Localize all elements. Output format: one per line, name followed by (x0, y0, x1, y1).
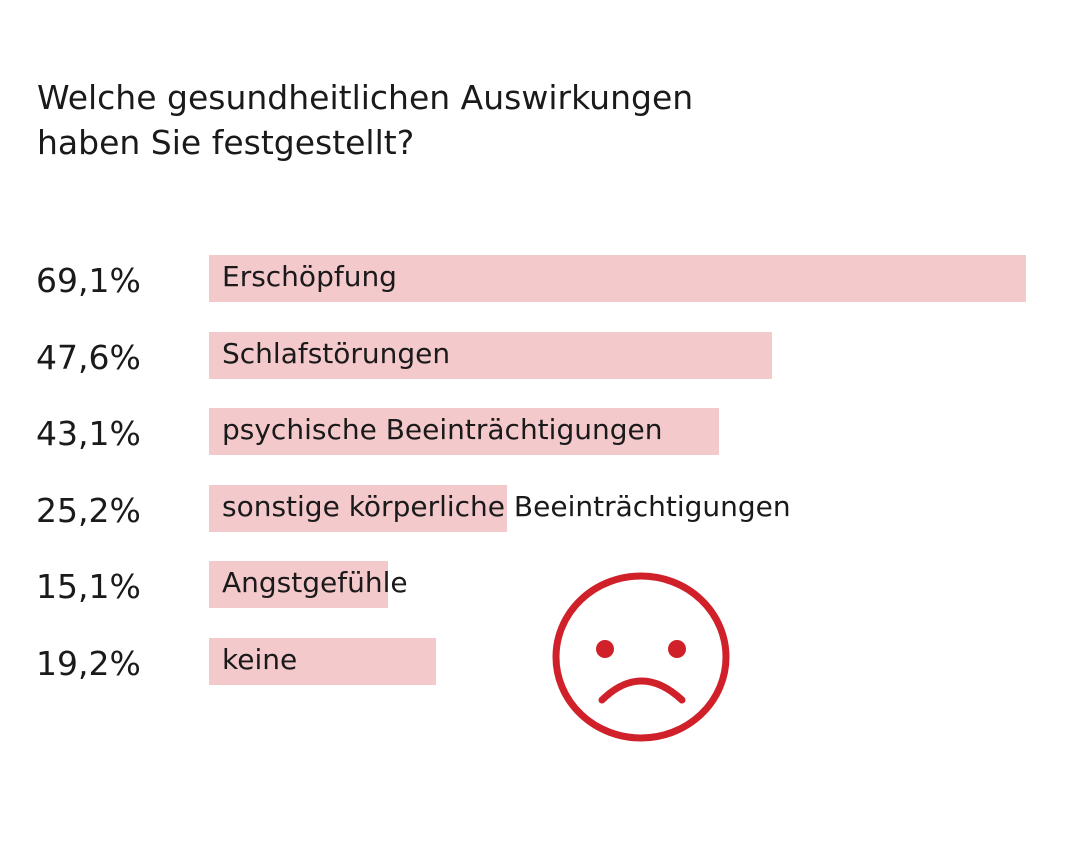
category-label: keine (222, 642, 298, 676)
bar (209, 561, 388, 608)
bar (209, 255, 1026, 302)
bar-row: 43,1% psychische Beeinträchtigungen (0, 408, 1072, 455)
bar-row: 25,2% sonstige körperliche Beeinträchtigu… (0, 484, 1072, 532)
chart-title: Welche gesundheitlichen Auswirkungen hab… (37, 75, 693, 165)
sad-face-left-eye (596, 640, 614, 658)
category-label: Schlafstörungen (222, 336, 451, 370)
bar-row: 15,1% Angstgefühle (0, 561, 1072, 608)
chart-title-line-2: haben Sie festgestellt? (37, 123, 415, 162)
bar-row: 47,6% Schlafstörungen (0, 331, 1072, 379)
chart-title-line-1: Welche gesundheitlichen Auswirkungen (37, 78, 694, 117)
category-label: Angstgefühle (222, 566, 408, 599)
bar (209, 408, 719, 455)
sad-face-right-eye (668, 640, 686, 658)
value-label: 69,1% (36, 261, 141, 300)
sad-face-mouth (598, 677, 686, 704)
category-label: Erschöpfung (222, 260, 397, 293)
value-label: 47,6% (36, 337, 141, 377)
value-label: 19,2% (36, 643, 141, 683)
bar-row: 69,1% Erschöpfung (0, 255, 1072, 302)
value-label: 15,1% (36, 567, 141, 606)
bar (209, 637, 436, 685)
value-label: 25,2% (36, 490, 141, 530)
sad-face-icon (552, 572, 730, 742)
value-label: 43,1% (36, 414, 141, 453)
category-label: psychische Beeinträchtigungen (222, 413, 663, 446)
category-label: sonstige körperliche Beeinträchtigungen (222, 489, 791, 523)
bar (209, 484, 507, 532)
sad-face-outline (552, 572, 730, 742)
bar (209, 331, 772, 379)
bar-row: 19,2% keine (0, 637, 1072, 685)
